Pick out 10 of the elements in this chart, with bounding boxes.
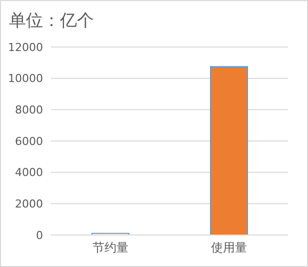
y-tick-label: 4000	[15, 166, 43, 180]
y-tick-label: 12000	[8, 40, 43, 54]
y-tick-label: 6000	[15, 134, 43, 148]
y-tick-label: 8000	[15, 104, 43, 117]
chart-title: 单位：亿个	[9, 10, 94, 32]
y-tick-label: 2000	[15, 198, 43, 211]
x-tick-label: 使用量	[210, 240, 247, 255]
x-tick-label: 节约量	[92, 240, 128, 255]
y-tick-label: 0	[36, 228, 43, 242]
y-tick-label: 10000	[8, 72, 43, 86]
